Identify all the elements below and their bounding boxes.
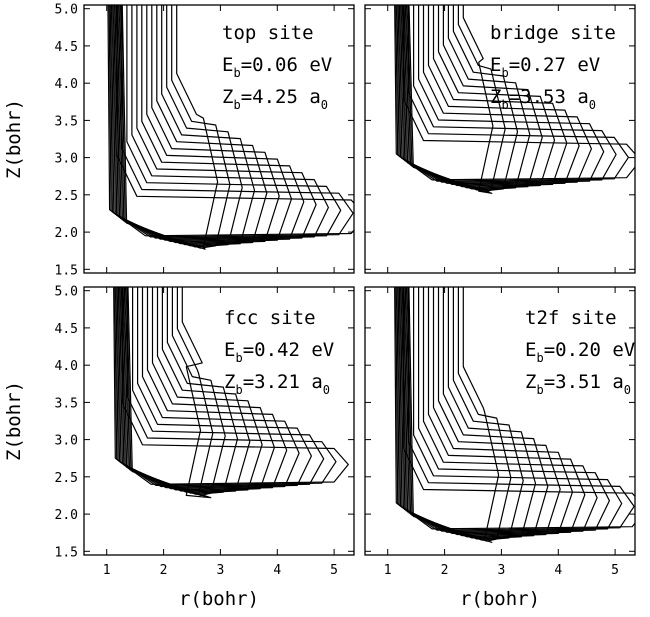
binding-energy-label: Eb=0.27 eV: [490, 54, 600, 80]
y-tick-label: 4.5: [55, 322, 78, 337]
y-tick-label: 3.5: [55, 396, 78, 411]
contour-lines: [394, 5, 635, 194]
x-tick-label: 2: [441, 563, 449, 578]
y-tick-labels-top: 1.5 2.0 2.5 3.0 3.5 4.0 4.5 5.0: [55, 3, 78, 279]
x-tick-label: 4: [273, 563, 281, 578]
binding-height-label: Zb=3.21 a0: [224, 371, 330, 397]
panel-t2f-site: t2f site Eb=0.20 eV Zb=3.51 a0: [364, 286, 636, 556]
y-tick-label: 4.0: [55, 77, 78, 92]
y-tick-label: 2.0: [55, 508, 78, 523]
axis-ticks: [84, 5, 354, 273]
annotation-site: top site: [222, 22, 314, 44]
panel-bridge-site: bridge site Eb=0.27 eV Zb=3.53 a0: [364, 4, 636, 274]
panel-fcc-site: fcc site Eb=0.42 eV Zb=3.21 a0: [83, 286, 355, 556]
contour-line: [121, 5, 219, 250]
y-tick-label: 3.5: [55, 114, 78, 129]
y-tick-label: 1.5: [55, 545, 78, 560]
contour-lines: [394, 287, 635, 543]
binding-height-label: Zb=3.51 a0: [525, 371, 631, 397]
axis-ticks: [365, 5, 635, 273]
x-tick-label: 3: [497, 563, 505, 578]
x-tick-label: 5: [330, 563, 338, 578]
y-tick-label: 3.0: [55, 434, 78, 449]
site-name-label: fcc site: [224, 307, 316, 329]
x-axis-title-right: r(bohr): [460, 588, 540, 610]
y-tick-label: 1.5: [55, 263, 78, 278]
site-name-label: bridge site: [490, 22, 616, 44]
y-tick-label: 4.5: [55, 40, 78, 55]
site-name-label: top site: [222, 22, 314, 44]
y-tick-label: 5.0: [55, 285, 78, 300]
binding-energy-label: Eb=0.42 eV: [224, 339, 334, 365]
y-tick-label: 5.0: [55, 3, 78, 18]
binding-energy-label: Eb=0.06 eV: [222, 54, 332, 80]
axis-ticks: [365, 287, 635, 555]
y-tick-label: 2.0: [55, 226, 78, 241]
y-tick-label: 4.0: [55, 359, 78, 374]
contour-line: [408, 287, 500, 543]
x-tick-label: 3: [216, 563, 224, 578]
y-axis-title-bottom: Z(bohr): [3, 381, 25, 461]
site-name-label: t2f site: [525, 307, 617, 329]
y-tick-labels-bottom: 1.5 2.0 2.5 3.0 3.5 4.0 4.5 5.0: [55, 285, 78, 561]
y-axis-title-top: Z(bohr): [3, 99, 25, 179]
contour-line: [127, 287, 212, 499]
axis-ticks: [84, 287, 354, 555]
x-tick-label: 2: [160, 563, 168, 578]
contour-line: [408, 5, 494, 194]
binding-energy-label: Eb=0.20 eV: [525, 339, 635, 365]
x-tick-labels-right: 1 2 3 4 5: [384, 563, 619, 578]
panel-top-site: top site Eb=0.06 eV Zb=4.25 a0: [83, 4, 355, 274]
x-tick-label: 1: [103, 563, 111, 578]
x-tick-label: 4: [554, 563, 562, 578]
binding-height-label: Zb=3.53 a0: [490, 86, 596, 112]
binding-height-label: Zb=4.25 a0: [222, 86, 328, 112]
x-tick-label: 5: [611, 563, 619, 578]
x-axis-title-left: r(bohr): [179, 588, 259, 610]
y-tick-label: 3.0: [55, 152, 78, 167]
y-tick-label: 2.5: [55, 189, 78, 204]
y-tick-label: 2.5: [55, 471, 78, 486]
x-tick-label: 1: [384, 563, 392, 578]
x-tick-labels-left: 1 2 3 4 5: [103, 563, 338, 578]
contour-lines: [113, 287, 349, 499]
contour-lines: [107, 5, 354, 250]
